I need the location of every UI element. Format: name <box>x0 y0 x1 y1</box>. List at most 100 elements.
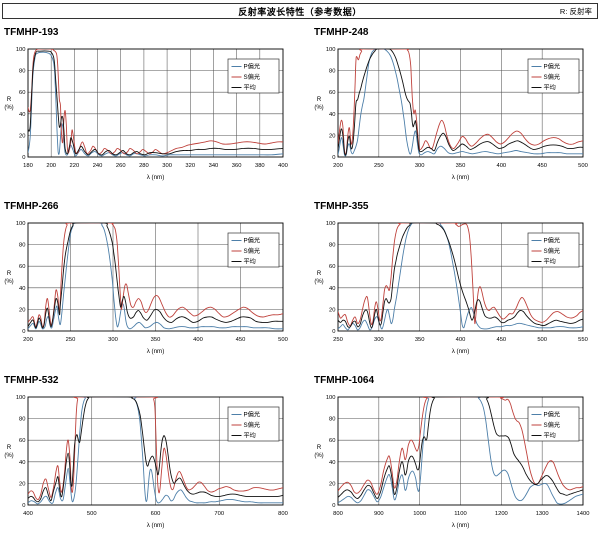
x-tick-label: 1400 <box>577 511 590 517</box>
x-tick-label: 340 <box>209 163 219 169</box>
y-axis-unit: (%) <box>4 105 13 111</box>
x-tick-label: 1300 <box>536 511 549 517</box>
y-tick-label: 20 <box>19 133 25 139</box>
plot-border <box>337 222 584 332</box>
y-axis-unit: (%) <box>314 453 323 459</box>
y-tick-label: 40 <box>19 112 25 118</box>
series-p-line <box>338 49 583 157</box>
chart-canvas-tfmhp-193: 0 20 40 60 80 100 180 200 220 240 260 280 300 320 340 3… <box>4 47 288 181</box>
chart-title-tfmhp-355: TFMHP-355 <box>314 201 369 212</box>
legend-label-s: S偏光 <box>244 421 261 429</box>
series-p-line <box>28 51 283 157</box>
x-tick-label: 450 <box>496 337 506 343</box>
series-avg-line <box>338 397 583 499</box>
x-tick-label: 250 <box>333 337 343 343</box>
y-tick-label: 0 <box>22 155 25 161</box>
x-tick-label: 260 <box>116 163 126 169</box>
legend-label-avg: 平均 <box>244 258 256 266</box>
x-tick-label: 250 <box>66 337 76 343</box>
plot-border <box>27 48 284 158</box>
x-tick-label: 220 <box>70 163 80 169</box>
legend-label-p: P偏光 <box>544 411 561 419</box>
y-tick-label: 80 <box>329 69 335 75</box>
x-tick-label: 200 <box>23 337 33 343</box>
x-axis-label: λ (nm) <box>147 348 165 355</box>
x-tick-label: 300 <box>415 163 425 169</box>
x-tick-label: 300 <box>162 163 172 169</box>
x-tick-label: 1200 <box>495 511 508 517</box>
y-axis-unit: (%) <box>4 453 13 459</box>
y-tick-label: 80 <box>329 417 335 423</box>
chart-cell-tfmhp-532: TFMHP-532 0 20 40 60 80 100 400 500 600 700 800 R (%)… <box>0 371 300 538</box>
x-tick-label: 350 <box>151 337 161 343</box>
y-tick-label: 60 <box>19 90 25 96</box>
legend-label-p: P偏光 <box>544 237 561 245</box>
chart-cell-tfmhp-1064: TFMHP-1064 0 20 40 60 80 100 800 900 1000 1100 1200… <box>300 371 600 538</box>
y-tick-label: 20 <box>329 133 335 139</box>
x-tick-label: 400 <box>456 337 466 343</box>
y-tick-label: 80 <box>19 69 25 75</box>
legend-label-s: S偏光 <box>244 73 261 81</box>
series-avg-line <box>28 223 283 329</box>
chart-cell-tfmhp-355: TFMHP-355 0 20 40 60 80 100 250 300 350 400 450 500 5… <box>300 197 600 371</box>
series-p-line <box>338 397 583 505</box>
chart-canvas-tfmhp-248: 0 20 40 60 80 100 200 250 300 350 400 450 500 R (%) λ (… <box>314 47 588 181</box>
y-axis-unit: (%) <box>314 279 323 285</box>
y-tick-label: 0 <box>22 503 25 509</box>
series-avg-line <box>28 397 283 503</box>
y-tick-label: 0 <box>332 503 335 509</box>
series-group <box>28 397 283 505</box>
y-axis-unit: (%) <box>314 105 323 111</box>
chart-title-tfmhp-266: TFMHP-266 <box>4 201 59 212</box>
x-tick-label: 280 <box>139 163 149 169</box>
legend-label-avg: 平均 <box>244 432 256 440</box>
series-s-line <box>28 397 283 501</box>
x-axis-label: λ (nm) <box>452 348 470 355</box>
series-group <box>338 49 583 157</box>
legend-label-s: S偏光 <box>544 421 561 429</box>
x-tick-label: 320 <box>185 163 195 169</box>
y-tick-label: 20 <box>329 307 335 313</box>
x-axis-label: λ (nm) <box>147 174 165 181</box>
legend-label-avg: 平均 <box>544 84 556 92</box>
x-tick-label: 500 <box>537 337 547 343</box>
legend-label-p: P偏光 <box>244 63 261 71</box>
x-tick-label: 400 <box>23 511 33 517</box>
series-s-line <box>338 397 583 495</box>
charts-grid: TFMHP-193 0 20 40 60 80 100 180 200 220 240 260 280 3… <box>0 23 600 538</box>
y-tick-label: 0 <box>332 155 335 161</box>
series-avg-line <box>338 223 583 329</box>
y-tick-label: 100 <box>16 47 26 53</box>
x-tick-label: 500 <box>87 511 97 517</box>
y-tick-label: 20 <box>329 481 335 487</box>
y-tick-label: 100 <box>16 395 26 401</box>
x-tick-label: 800 <box>333 511 343 517</box>
chart-canvas-tfmhp-532: 0 20 40 60 80 100 400 500 600 700 800 R (%) λ (nm) P偏光… <box>4 395 288 529</box>
series-group <box>28 223 283 330</box>
y-tick-label: 80 <box>19 243 25 249</box>
y-axis-label: R <box>7 445 12 451</box>
x-tick-label: 450 <box>236 337 246 343</box>
series-group <box>338 397 583 505</box>
chart-canvas-tfmhp-1064: 0 20 40 60 80 100 800 900 1000 1100 1200 1300 1400 R (… <box>314 395 590 529</box>
legend-label-p: P偏光 <box>244 411 261 419</box>
chart-title-tfmhp-248: TFMHP-248 <box>314 27 369 38</box>
y-axis-label: R <box>317 271 322 277</box>
chart-canvas-tfmhp-355: 0 20 40 60 80 100 250 300 350 400 450 500 550 R (%) λ (… <box>314 221 588 355</box>
y-tick-label: 100 <box>326 47 336 53</box>
y-tick-label: 80 <box>19 417 25 423</box>
chart-title-tfmhp-193: TFMHP-193 <box>4 27 59 38</box>
y-tick-label: 80 <box>329 243 335 249</box>
y-tick-label: 0 <box>332 329 335 335</box>
x-tick-label: 550 <box>578 337 588 343</box>
y-tick-label: 40 <box>329 286 335 292</box>
y-tick-label: 0 <box>22 329 25 335</box>
x-tick-label: 1000 <box>413 511 426 517</box>
x-axis-label: λ (nm) <box>452 174 470 181</box>
x-tick-label: 800 <box>278 511 288 517</box>
x-tick-label: 900 <box>374 511 384 517</box>
